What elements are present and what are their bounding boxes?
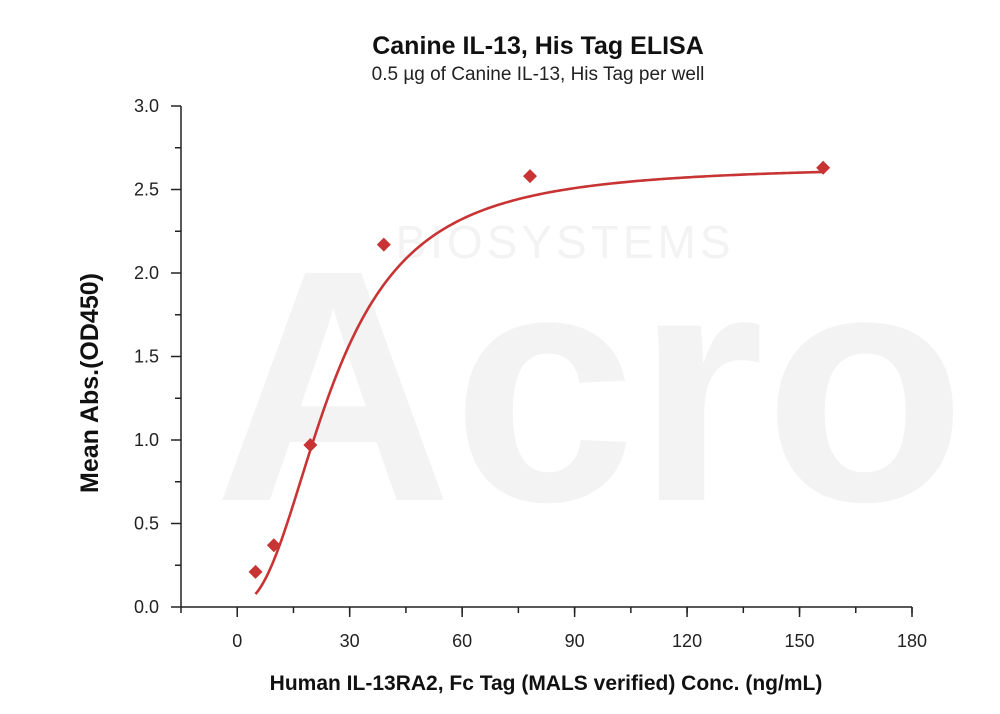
y-axis-label: Mean Abs.(OD450) [76, 273, 104, 493]
x-axis-label: Human IL-13RA2, Fc Tag (MALS verified) C… [270, 672, 823, 695]
watermark: Acro BIOSYSTEMS [214, 201, 966, 570]
x-tick-label: 120 [672, 631, 702, 651]
y-tick-label: 0.5 [134, 514, 159, 534]
data-point [523, 169, 538, 184]
plot-area [248, 160, 831, 595]
data-point [248, 564, 263, 579]
x-tick-label: 30 [340, 631, 360, 651]
x-tick-label: 0 [232, 631, 242, 651]
x-tick-label: 180 [897, 631, 927, 651]
data-points [248, 160, 831, 579]
x-tick-label: 150 [785, 631, 815, 651]
y-axis-ticks: 0.0 0.5 1.0 1.5 2.0 2.5 3.0 [134, 96, 181, 617]
data-point [303, 438, 318, 453]
watermark-brand: Acro [214, 201, 966, 570]
x-tick-label: 90 [565, 631, 585, 651]
data-point [266, 538, 281, 553]
watermark-tagline: BIOSYSTEMS [395, 216, 734, 268]
fit-curve [254, 170, 824, 595]
data-point [816, 160, 831, 175]
y-tick-label: 2.0 [134, 263, 159, 283]
y-tick-label: 1.5 [134, 347, 159, 367]
y-tick-label: 0.0 [134, 597, 159, 617]
x-axis-ticks: 0 30 60 90 120 150 180 [180, 607, 927, 651]
y-tick-label: 2.5 [134, 180, 159, 200]
x-tick-label: 60 [452, 631, 472, 651]
data-point [376, 237, 391, 252]
y-tick-label: 1.0 [134, 430, 159, 450]
chart-subtitle: 0.5 µg of Canine IL-13, His Tag per well [372, 64, 705, 85]
axes: 0.0 0.5 1.0 1.5 2.0 2.5 3.0 0 30 60 90 120 150 180 [134, 96, 927, 651]
y-tick-label: 3.0 [134, 96, 159, 116]
chart-title: Canine IL-13, His Tag ELISA [372, 32, 704, 60]
